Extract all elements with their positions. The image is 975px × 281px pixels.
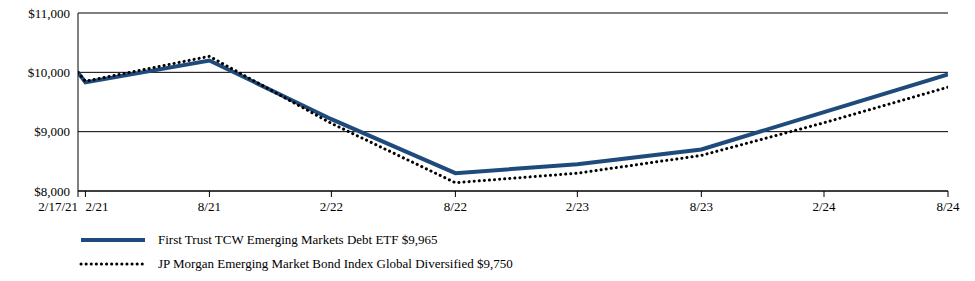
- html-text:First Trust TCW Emerging Marke: First Trust TCW Emerging Markets Debt ET…: [158, 232, 438, 247]
- svg-text:$9,000: $9,000: [34, 124, 70, 139]
- svg-text:2/24: 2/24: [812, 199, 836, 214]
- svg-text:2/22: 2/22: [320, 199, 343, 214]
- html-text:JP Morgan Emerging Market Bond: JP Morgan Emerging Market Bond Index Glo…: [158, 256, 513, 271]
- svg-text:$8,000: $8,000: [34, 184, 70, 199]
- svg-text:8/22: 8/22: [444, 199, 467, 214]
- svg-text:8/23: 8/23: [690, 199, 713, 214]
- svg-text:2/17/21: 2/17/21: [38, 199, 78, 214]
- svg-text:8/24: 8/24: [936, 199, 960, 214]
- svg-text:$10,000: $10,000: [28, 65, 70, 80]
- svg-text:$11,000: $11,000: [28, 8, 70, 21]
- svg-text:8/21: 8/21: [198, 199, 221, 214]
- svg-text:2/23: 2/23: [566, 199, 589, 214]
- svg-text:2/21: 2/21: [85, 199, 108, 214]
